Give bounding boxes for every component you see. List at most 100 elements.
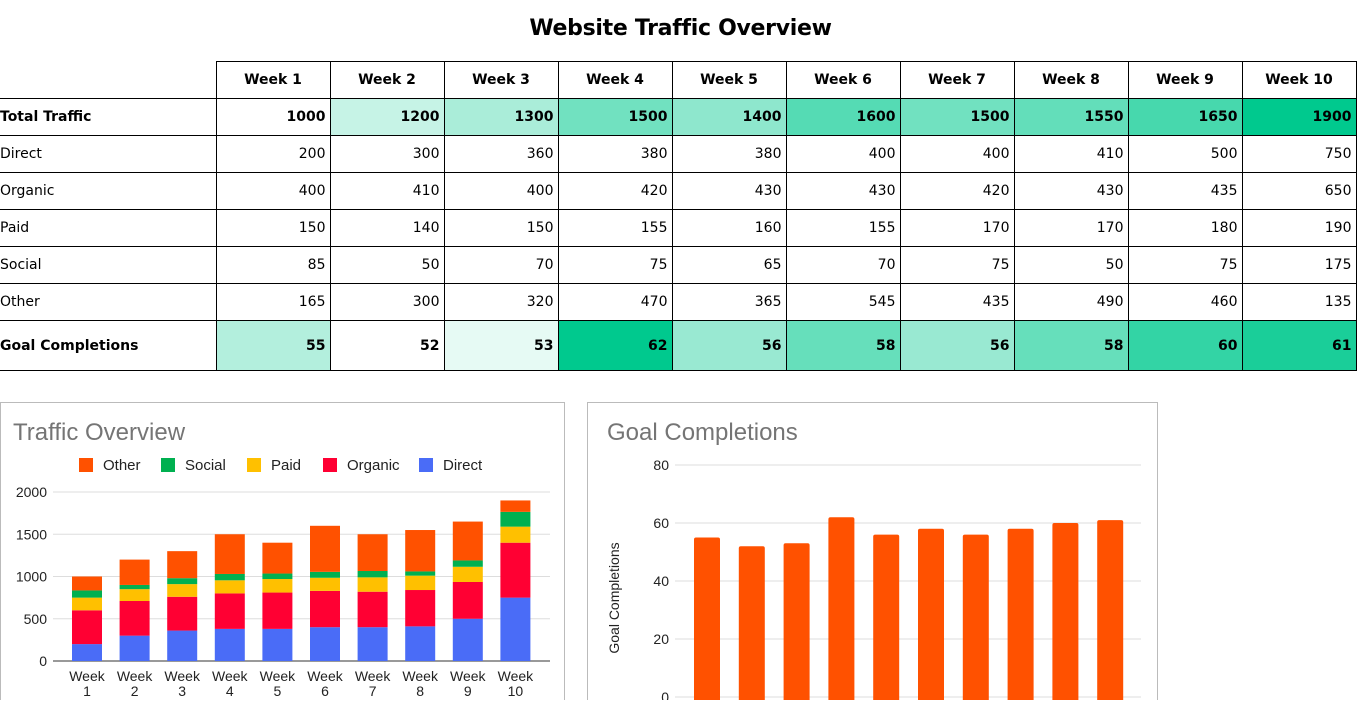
bar-segment-paid <box>119 589 150 602</box>
bar <box>962 534 989 705</box>
x-tick-label: 6 <box>321 683 329 699</box>
x-tick-label: 1 <box>83 683 91 699</box>
x-tick-label: 2 <box>131 683 139 699</box>
table-cell: 410 <box>329 172 445 210</box>
bar <box>738 546 765 705</box>
bar-segment-direct <box>357 627 388 661</box>
table-cell: 155 <box>557 209 673 247</box>
bar-segment-direct <box>72 644 102 661</box>
table-cell: 400 <box>443 172 559 210</box>
row-label: Total Traffic <box>0 98 217 136</box>
table-cell: 61 <box>1241 320 1357 371</box>
table-cell: 650 <box>1241 172 1357 210</box>
table-cell: 750 <box>1241 135 1357 173</box>
x-tick-label: Week <box>450 668 487 684</box>
x-tick-label: Week <box>402 668 439 684</box>
table-cell: 75 <box>1127 246 1243 284</box>
table-cell: 53 <box>443 320 559 371</box>
legend-swatch-other <box>79 458 93 472</box>
table-row: Direct 200 300 360 380 380 400 400 410 500 750 <box>0 135 1357 173</box>
chart-title: Traffic Overview <box>13 419 186 446</box>
bar-segment-organic <box>357 591 388 628</box>
table-cell: 500 <box>1127 135 1243 173</box>
row-label: Direct <box>0 135 217 173</box>
table-cell: 435 <box>1127 172 1243 210</box>
x-tick-label: Week <box>212 668 249 684</box>
bar <box>828 517 855 705</box>
table-cell: 160 <box>671 209 787 247</box>
table-cell: 150 <box>443 209 559 247</box>
legend-label: Organic <box>347 457 400 474</box>
goal-completions-chart[interactable]: Goal Completions 0 20 40 60 80 Goal Completion… <box>587 402 1158 705</box>
column-header: Week 10 <box>1241 61 1357 99</box>
bar-segment-paid <box>405 575 436 591</box>
bar-segment-social <box>405 571 436 576</box>
x-tick-label: Week <box>69 668 106 684</box>
y-tick-label: 1000 <box>16 569 47 585</box>
bar-segment-paid <box>167 584 198 597</box>
bar-segment-direct <box>119 635 150 661</box>
y-tick-label: 500 <box>24 611 48 627</box>
table-cell: 420 <box>557 172 673 210</box>
x-tick-label: Week <box>164 668 201 684</box>
bar-segment-direct <box>214 628 245 661</box>
bar-segment-direct <box>310 627 340 661</box>
page-title: Website Traffic Overview <box>529 16 832 41</box>
table-cell: 52 <box>329 320 445 371</box>
table-cell: 75 <box>557 246 673 284</box>
table-cell: 430 <box>671 172 787 210</box>
table-cell: 190 <box>1241 209 1357 247</box>
bar-segment-social <box>167 578 198 585</box>
bar-segment-paid <box>452 566 483 582</box>
table-cell: 400 <box>899 135 1015 173</box>
legend-label: Direct <box>443 457 483 474</box>
table-cell: 460 <box>1127 283 1243 321</box>
table-cell: 58 <box>1013 320 1129 371</box>
bar-segment-social <box>500 511 531 527</box>
bar-segment-social <box>214 573 245 581</box>
column-header: Week 6 <box>785 61 901 99</box>
table-cell: 62 <box>557 320 673 371</box>
table-cell: 175 <box>1241 246 1357 284</box>
bar-segment-other <box>214 534 245 574</box>
legend-swatch-social <box>161 458 175 472</box>
y-tick-label: 20 <box>653 631 669 647</box>
table-cell: 155 <box>785 209 901 247</box>
table-cell: 1300 <box>443 98 559 136</box>
bar-segment-other <box>167 551 198 579</box>
table-cell: 55 <box>215 320 331 371</box>
y-tick-label: 80 <box>653 457 669 473</box>
table-row: Total Traffic 1000 1200 1300 1500 1400 1600 150… <box>0 98 1357 136</box>
table-cell: 1000 <box>215 98 331 136</box>
table-cell: 1900 <box>1241 98 1357 136</box>
table-cell: 65 <box>671 246 787 284</box>
x-tick-label: 8 <box>416 683 424 699</box>
bar-segment-organic <box>72 610 102 645</box>
table-cell: 400 <box>785 135 901 173</box>
table-cell: 200 <box>215 135 331 173</box>
traffic-overview-svg: Traffic Overview Other Social Paid Organic Di… <box>13 419 550 699</box>
bar <box>918 528 944 705</box>
x-tick-label: 5 <box>274 683 282 699</box>
table-cell: 56 <box>671 320 787 371</box>
column-header: Week 1 <box>215 61 331 99</box>
table-cell: 430 <box>785 172 901 210</box>
bar-segment-paid <box>262 579 293 593</box>
table-cell: 1400 <box>671 98 787 136</box>
bar-segment-other <box>72 576 102 591</box>
legend-label: Paid <box>271 457 301 474</box>
y-tick-label: 40 <box>653 573 669 589</box>
bar-segment-other <box>452 521 483 561</box>
table-cell: 85 <box>215 246 331 284</box>
row-label: Goal Completions <box>0 320 217 371</box>
legend-swatch-paid <box>247 458 261 472</box>
traffic-overview-chart[interactable]: Traffic Overview Other Social Paid Organic Di… <box>0 402 565 700</box>
table-cell: 70 <box>443 246 559 284</box>
traffic-table: Week 1 Week 2 Week 3 Week 4 Week 5 Week 6 Week… <box>0 61 1357 371</box>
table-row: Goal Completions 55 52 53 62 56 58 56 58 60 61 <box>0 320 1357 371</box>
table-cell: 170 <box>899 209 1015 247</box>
table-row: Social 85 50 70 75 65 70 75 50 75 175 <box>0 246 1357 284</box>
bar-segment-social <box>72 590 102 598</box>
bar-segment-paid <box>500 526 531 543</box>
x-tick-label: Week <box>307 668 344 684</box>
